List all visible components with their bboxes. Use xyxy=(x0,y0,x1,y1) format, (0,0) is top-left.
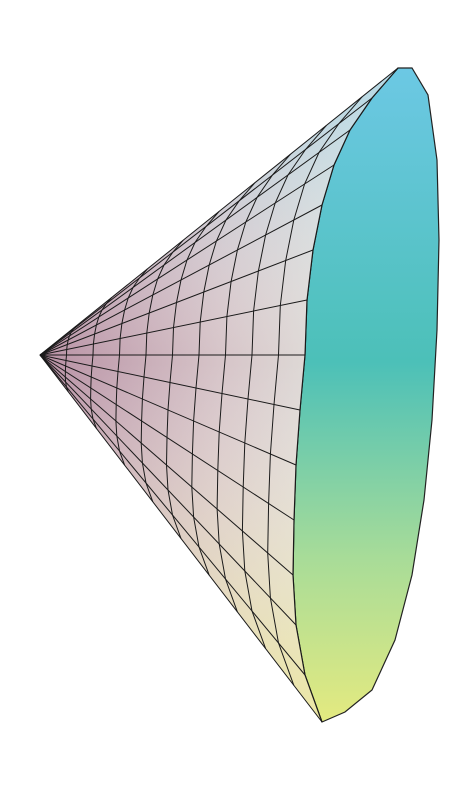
mesh-line xyxy=(64,325,77,392)
cone-rim xyxy=(292,67,399,723)
mesh-line xyxy=(140,239,184,502)
cone-side-shade xyxy=(40,68,398,722)
cone xyxy=(39,67,440,723)
mesh-line xyxy=(191,182,256,576)
mesh-line xyxy=(115,268,148,466)
mesh-line xyxy=(267,96,363,686)
mesh-line xyxy=(165,211,220,539)
mesh-line xyxy=(216,153,291,613)
mesh-line xyxy=(90,297,112,429)
mesh-line xyxy=(241,125,327,649)
